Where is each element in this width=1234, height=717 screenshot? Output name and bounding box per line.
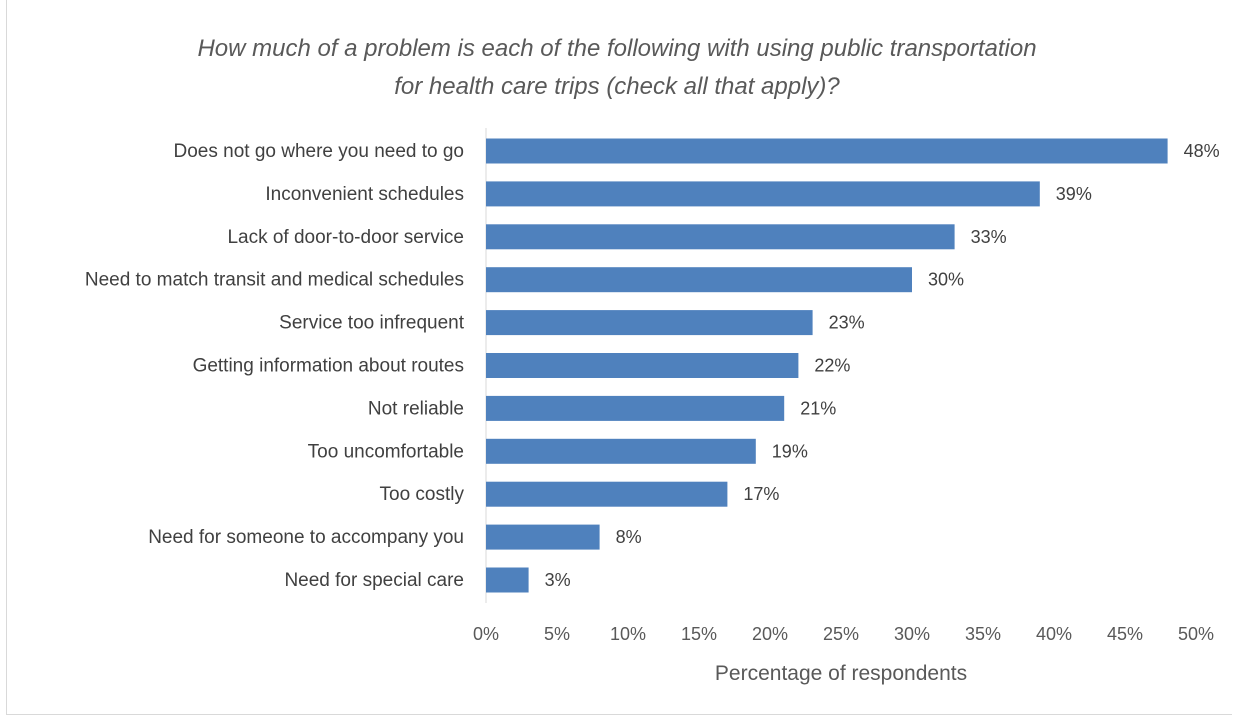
data-label: 17% xyxy=(743,484,779,504)
x-tick-label: 25% xyxy=(823,624,859,644)
x-tick-label: 5% xyxy=(544,624,570,644)
chart-title-line-1: How much of a problem is each of the fol… xyxy=(197,35,1037,62)
x-tick-label: 0% xyxy=(473,624,499,644)
category-label: Not reliable xyxy=(368,398,464,419)
chart-title-line-2: for health care trips (check all that ap… xyxy=(394,73,840,100)
category-label: Need for someone to accompany you xyxy=(148,527,464,548)
bar xyxy=(486,438,756,464)
category-label: Too costly xyxy=(380,484,465,505)
x-axis-title: Percentage of respondents xyxy=(715,662,967,685)
data-label: 48% xyxy=(1184,141,1220,161)
x-tick-label: 35% xyxy=(965,624,1001,644)
category-label: Need to match transit and medical schedu… xyxy=(85,270,464,291)
data-label: 39% xyxy=(1056,184,1092,204)
data-label: 22% xyxy=(814,356,850,376)
data-label: 33% xyxy=(971,227,1007,247)
category-label: Inconvenient schedules xyxy=(265,184,464,205)
bar xyxy=(486,224,955,250)
bar xyxy=(486,353,799,378)
category-label: Too uncomfortable xyxy=(308,441,464,462)
bar xyxy=(486,567,529,593)
bar xyxy=(486,481,728,507)
x-tick-label: 45% xyxy=(1107,624,1143,644)
data-label: 19% xyxy=(772,441,808,461)
data-label: 3% xyxy=(545,570,571,590)
data-label: 23% xyxy=(829,313,865,333)
bar xyxy=(486,138,1168,164)
category-label: Lack of door-to-door service xyxy=(227,227,464,248)
x-tick-label: 40% xyxy=(1036,624,1072,644)
category-label: Need for special care xyxy=(284,570,464,591)
data-label: 21% xyxy=(800,398,836,418)
category-label: Service too infrequent xyxy=(279,313,465,334)
bar xyxy=(486,181,1040,207)
category-label: Getting information about routes xyxy=(193,356,464,377)
bar xyxy=(486,395,785,421)
bar xyxy=(486,267,912,293)
chart-frame xyxy=(6,0,1232,715)
bar xyxy=(486,310,813,336)
x-tick-label: 30% xyxy=(894,624,930,644)
data-label: 30% xyxy=(928,270,964,290)
x-tick-label: 10% xyxy=(610,624,646,644)
data-label: 8% xyxy=(616,527,642,547)
chart-title: How much of a problem is each of the fol… xyxy=(0,30,1234,106)
x-tick-label: 20% xyxy=(752,624,788,644)
category-label: Does not go where you need to go xyxy=(174,141,464,162)
x-tick-label: 50% xyxy=(1178,624,1214,644)
x-tick-label: 15% xyxy=(681,624,717,644)
bar xyxy=(486,524,600,550)
